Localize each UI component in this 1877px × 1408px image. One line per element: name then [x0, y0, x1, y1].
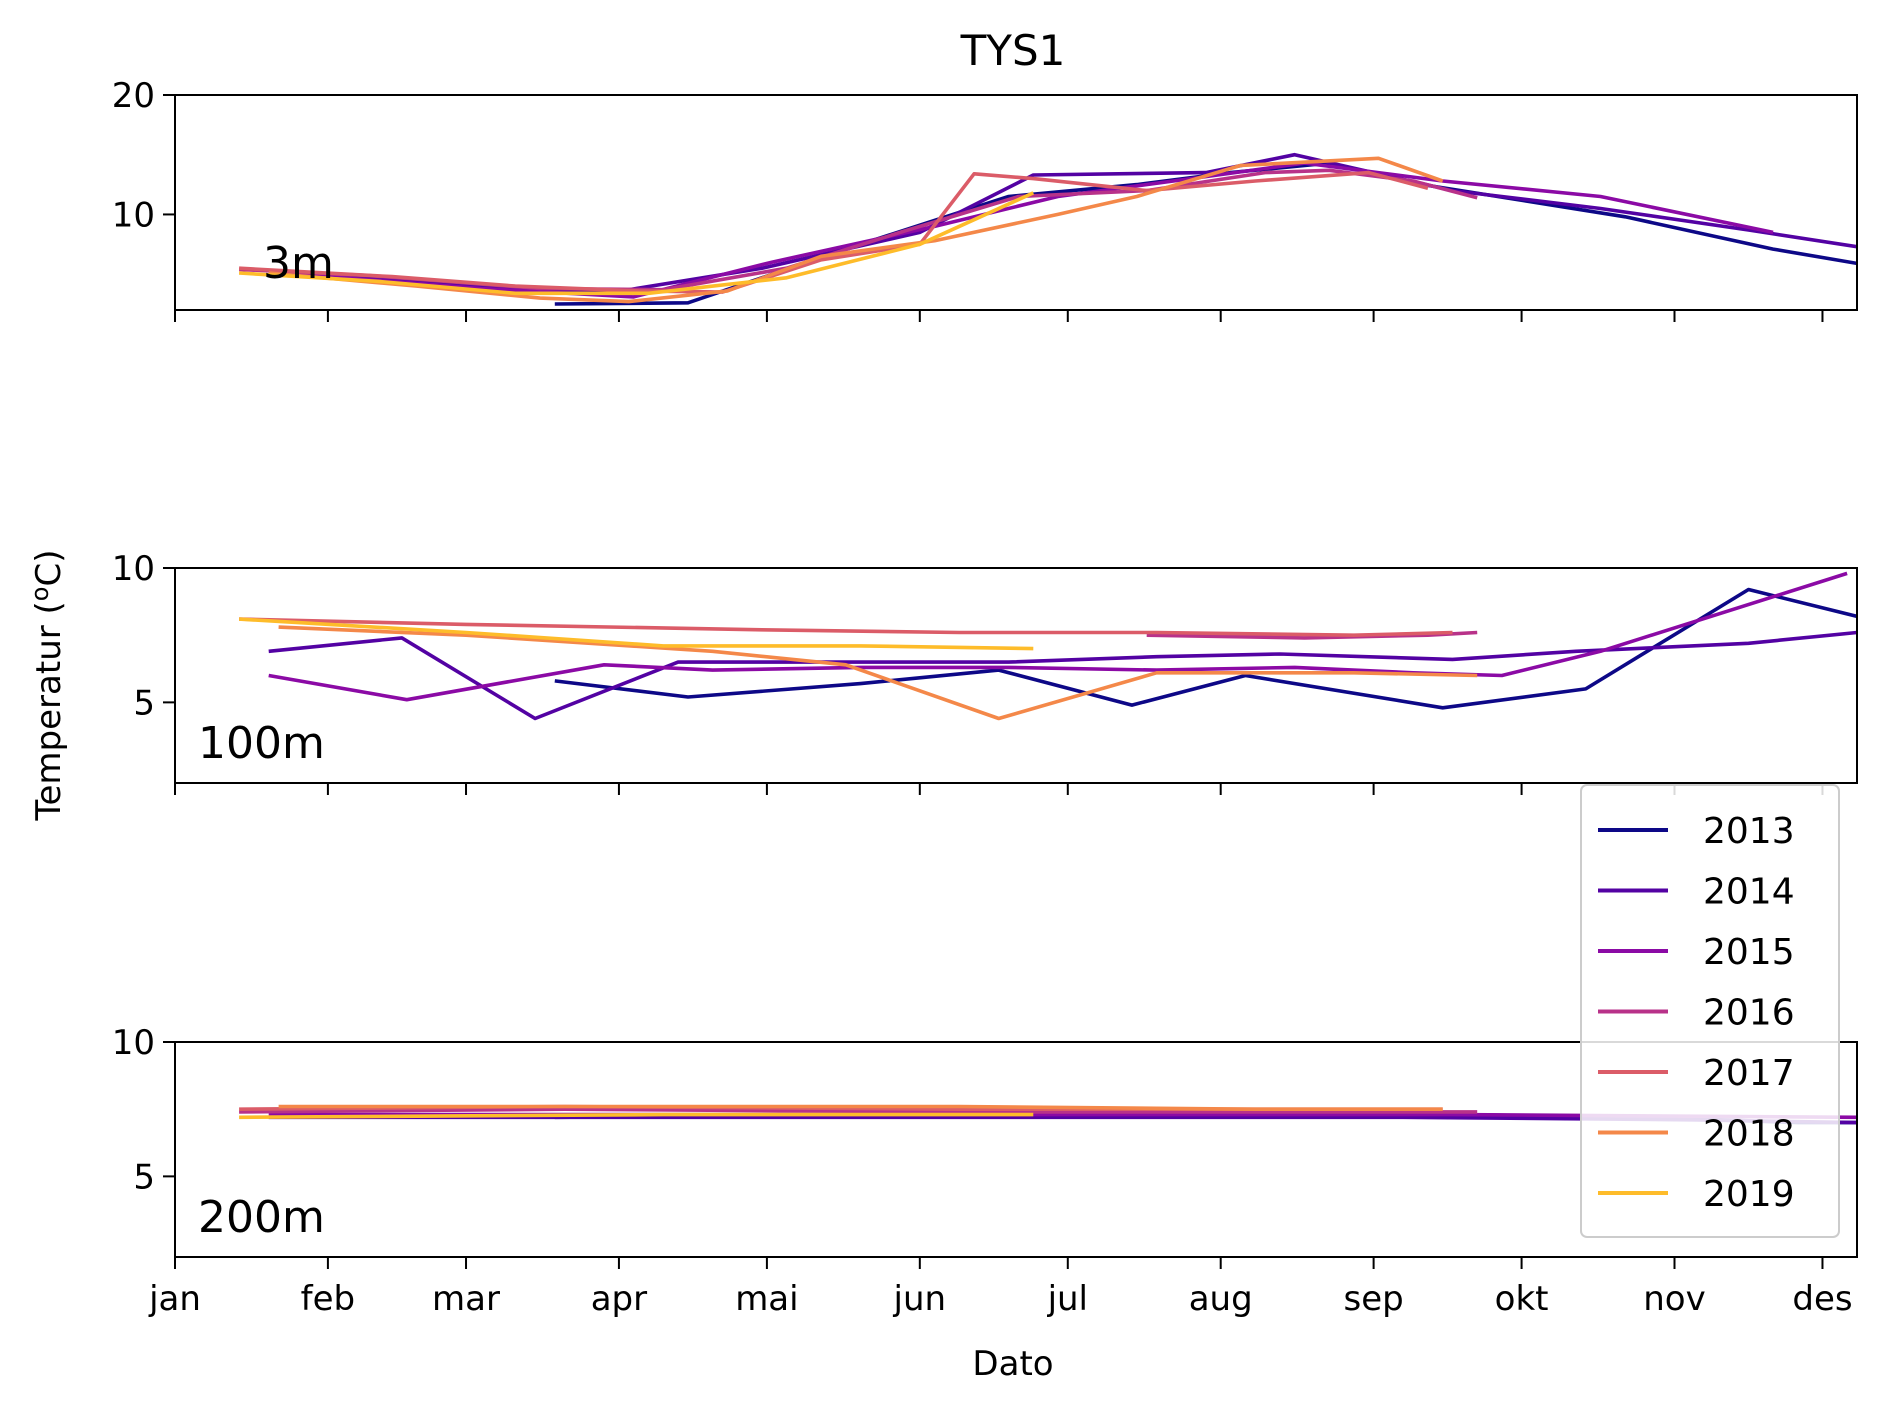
x-tick-label: sep [1344, 1279, 1404, 1319]
series-line-2018-100m [278, 625, 1478, 721]
x-tick-label: des [1792, 1279, 1852, 1319]
series-line-2019-3m [238, 191, 1035, 296]
legend-label-2013: 2013 [1703, 811, 1795, 852]
legend-label-2017: 2017 [1703, 1053, 1795, 1094]
panel-100m: 5 10 100m [112, 549, 1858, 795]
panel-label-200m: 200m [198, 1192, 325, 1243]
x-tick-label: jul [1047, 1279, 1088, 1319]
series-line-2016-3m [239, 168, 1478, 292]
plot-frame [174, 94, 1858, 311]
y-tick-label: 10 [112, 549, 155, 589]
plot-frame [174, 567, 1858, 784]
y-tick-label: 10 [112, 195, 155, 235]
x-axis-title: Dato [972, 1344, 1053, 1384]
series-group [238, 571, 1857, 721]
panel-label-3m: 3m [263, 238, 334, 289]
panels: 10 20 3m 5 10 100m jan feb mar apr mai jun jul aug sep… [112, 76, 1858, 1319]
plot-frame [174, 1041, 1858, 1258]
legend-label-2018: 2018 [1703, 1114, 1795, 1155]
y-tick-label: 5 [133, 1157, 155, 1197]
legend-label-2015: 2015 [1703, 932, 1795, 973]
y-tick-label: 10 [112, 1023, 155, 1063]
legend-label-2016: 2016 [1703, 993, 1795, 1034]
series-line-2015-3m [298, 161, 1774, 299]
legend-label-2019: 2019 [1703, 1174, 1795, 1215]
legend-box [1580, 784, 1840, 1238]
series-line-2018-3m [268, 156, 1444, 304]
x-tick-label: nov [1643, 1279, 1705, 1319]
x-tick-label: okt [1495, 1279, 1549, 1319]
series-line-2017-3m [239, 170, 1429, 294]
x-tick-label: mar [432, 1279, 500, 1319]
series-line-2014-3m [293, 152, 1857, 294]
x-tick-label: feb [301, 1279, 355, 1319]
chart-title: TYS1 [960, 26, 1066, 75]
series-line-2018-200m [278, 1104, 1443, 1111]
panel-3m: 10 20 3m [112, 76, 1858, 322]
series-line-2013-100m [554, 587, 1857, 710]
x-tick-label: mai [735, 1279, 798, 1319]
x-tick-label: jan [148, 1279, 201, 1319]
legend-label-2014: 2014 [1703, 872, 1795, 913]
legend: 2013 2014 2015 2016 2017 2018 2019 [1580, 784, 1840, 1238]
series-group [238, 152, 1857, 306]
x-tick-label: jun [893, 1279, 947, 1319]
y-tick-label: 20 [112, 76, 155, 116]
series-line-2015-100m [268, 571, 1848, 702]
series-line-2017-100m [239, 617, 1453, 638]
series-line-2016-200m [239, 1107, 1478, 1114]
series-line-2019-100m [238, 617, 1034, 651]
series-line-2019-200m [239, 1112, 1034, 1120]
x-tick-label: aug [1189, 1279, 1253, 1319]
panel-label-100m: 100m [198, 718, 325, 769]
x-tick-label: apr [591, 1279, 647, 1319]
y-tick-label: 5 [133, 683, 155, 723]
y-axis-title: Temperatur (oC) [26, 550, 69, 822]
